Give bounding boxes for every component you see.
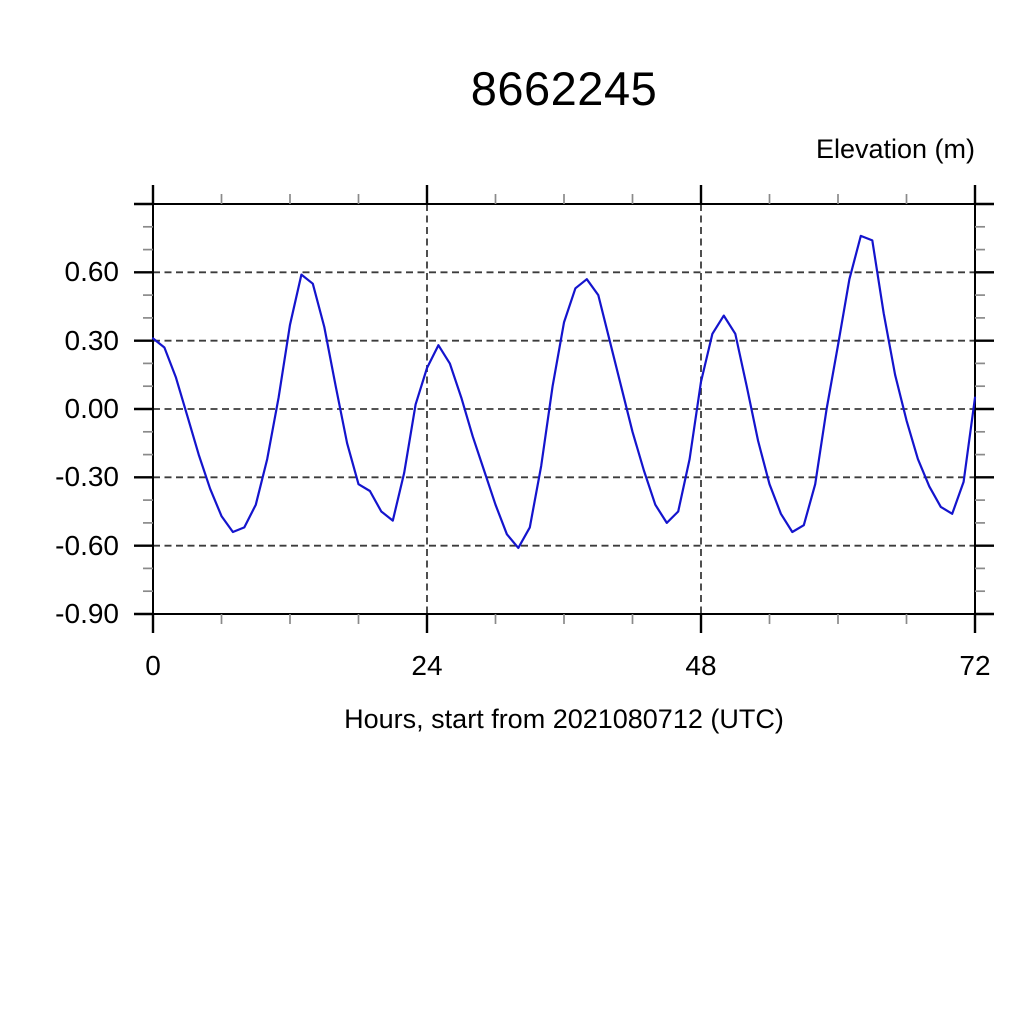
elevation-curve — [151, 234, 977, 550]
page-title: 8662245 — [470, 62, 658, 115]
elevation-unit-label: Elevation (m) — [815, 134, 975, 164]
x-axis-caption: Hours, start from 2021080712 (UTC) — [344, 704, 784, 734]
